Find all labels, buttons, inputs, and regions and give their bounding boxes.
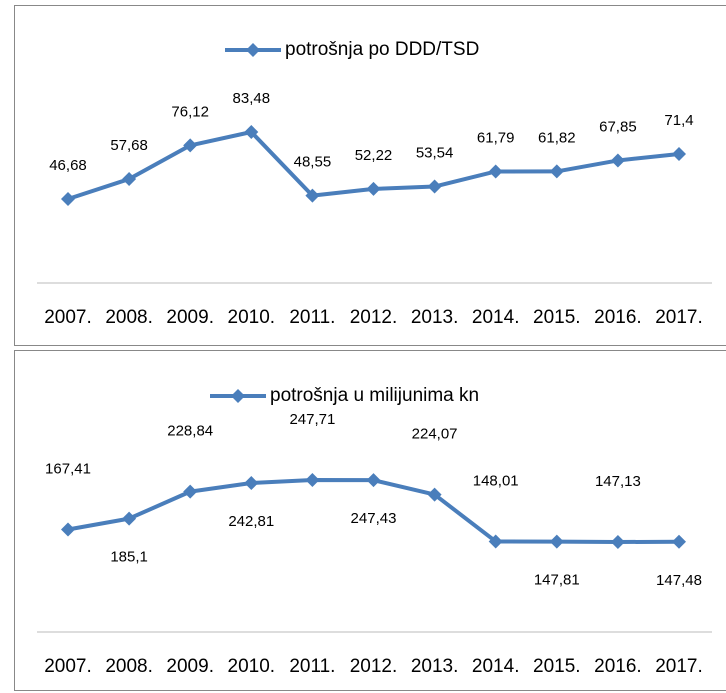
legend-label: potrošnja po DDD/TSD	[285, 39, 479, 60]
data-label: 147,13	[595, 473, 641, 490]
data-label: 147,81	[534, 572, 580, 589]
data-label: 57,68	[110, 137, 148, 154]
data-point	[244, 476, 259, 491]
data-label: 228,84	[167, 423, 213, 440]
x-tick-label: 2011.	[289, 307, 335, 328]
x-tick-label: 2015.	[533, 656, 581, 677]
data-point	[549, 534, 564, 549]
data-label: 247,43	[351, 510, 397, 527]
data-label: 167,41	[45, 460, 91, 477]
x-tick-label: 2010.	[228, 307, 276, 328]
x-tick-label: 2015.	[533, 307, 581, 328]
data-point	[61, 192, 75, 206]
data-point	[488, 164, 503, 179]
x-tick-label: 2012.	[350, 307, 398, 328]
x-tick-label: 2008.	[105, 307, 153, 328]
x-tick-label: 2007.	[44, 307, 92, 328]
data-label: 242,81	[228, 513, 274, 530]
data-point	[610, 153, 625, 168]
data-label: 224,07	[412, 426, 458, 443]
x-tick-label: 2008.	[105, 656, 153, 677]
data-point	[61, 522, 75, 537]
data-point	[488, 534, 503, 549]
data-label: 76,12	[171, 103, 209, 120]
data-label: 53,54	[416, 144, 454, 161]
x-tick-label: 2007.	[44, 656, 92, 677]
x-tick-label: 2011.	[289, 656, 335, 677]
data-point	[366, 473, 381, 488]
data-label: 61,79	[477, 129, 515, 146]
x-tick-label: 2013.	[411, 656, 459, 677]
data-label: 148,01	[473, 472, 519, 489]
data-label: 71,4	[664, 112, 693, 129]
data-point	[610, 535, 625, 549]
data-label: 83,48	[233, 90, 271, 107]
data-point	[427, 179, 442, 194]
data-point	[305, 188, 320, 203]
legend-marker	[231, 389, 245, 403]
legend-label: potrošnja u milijunima kn	[270, 385, 479, 406]
data-label: 247,71	[289, 411, 335, 428]
legend-marker	[246, 43, 260, 57]
data-point	[244, 125, 259, 139]
x-tick-label: 2009.	[166, 656, 214, 677]
x-tick-label: 2009.	[166, 307, 214, 328]
x-tick-label: 2016.	[594, 307, 642, 328]
x-tick-label: 2014.	[472, 307, 520, 328]
x-tick-label: 2012.	[350, 656, 398, 677]
data-label: 52,22	[355, 147, 393, 164]
data-label: 147,48	[656, 572, 702, 589]
x-tick-label: 2010.	[228, 656, 276, 677]
data-label: 185,1	[110, 549, 148, 566]
data-point	[183, 484, 198, 499]
data-point	[305, 473, 320, 487]
x-tick-label: 2017.	[655, 307, 703, 328]
data-point	[549, 164, 564, 179]
data-label: 46,68	[49, 157, 87, 174]
data-point	[672, 146, 686, 161]
data-label: 48,55	[294, 154, 332, 171]
data-label: 61,82	[538, 129, 576, 146]
x-tick-label: 2016.	[594, 656, 642, 677]
data-point	[122, 171, 137, 186]
data-point	[427, 487, 442, 502]
x-tick-label: 2014.	[472, 656, 520, 677]
x-tick-label: 2013.	[411, 307, 459, 328]
data-point	[122, 511, 137, 526]
data-point	[672, 534, 686, 549]
x-tick-label: 2017.	[655, 656, 703, 677]
data-point	[366, 181, 381, 196]
data-point	[183, 138, 198, 153]
data-label: 67,85	[599, 118, 637, 135]
